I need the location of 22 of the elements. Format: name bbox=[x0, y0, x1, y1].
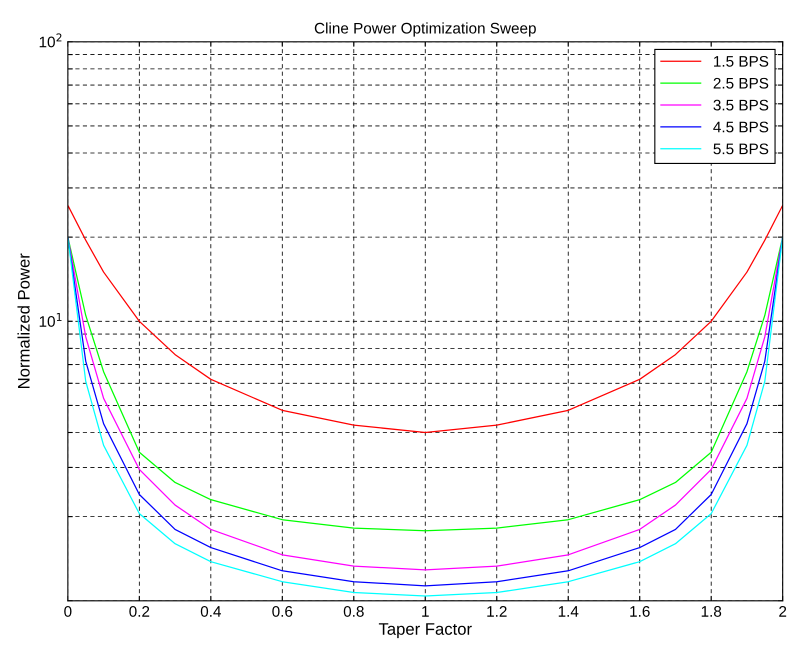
x-tick-label: 2 bbox=[779, 606, 786, 617]
x-tick-label: 0 bbox=[64, 606, 72, 617]
legend-label: 3.5 BPS bbox=[713, 100, 768, 111]
x-tick-label: 1.6 bbox=[630, 606, 650, 617]
x-tick-label: 0.4 bbox=[200, 606, 221, 617]
x-tick-label: 1.4 bbox=[558, 606, 578, 617]
x-tick-label: 0.8 bbox=[344, 606, 364, 617]
y-axis-title: Normalized Power bbox=[17, 253, 30, 388]
y-tick-label: 10$^{2}$ bbox=[40, 33, 62, 48]
line-series bbox=[68, 204, 783, 434]
x-tick-label: 1 bbox=[422, 606, 429, 617]
x-tick-label: 0.6 bbox=[272, 606, 292, 617]
y-tick-label: 10$^{1}$ bbox=[40, 313, 62, 327]
legend-label: 5.5 BPS bbox=[713, 143, 768, 154]
x-tick-label: 0.2 bbox=[129, 606, 150, 617]
x-axis-title: Taper Factor bbox=[378, 623, 472, 638]
legend-label: 4.5 BPS bbox=[713, 122, 768, 132]
legend-label: 1.5 BPS bbox=[714, 56, 768, 67]
legend-label: 2.5 BPS bbox=[714, 78, 768, 89]
x-tick-label: 1.8 bbox=[702, 606, 722, 617]
x-tick-label: 1.2 bbox=[487, 606, 507, 617]
chart-title: Cline Power Optimization Sweep bbox=[314, 22, 536, 37]
